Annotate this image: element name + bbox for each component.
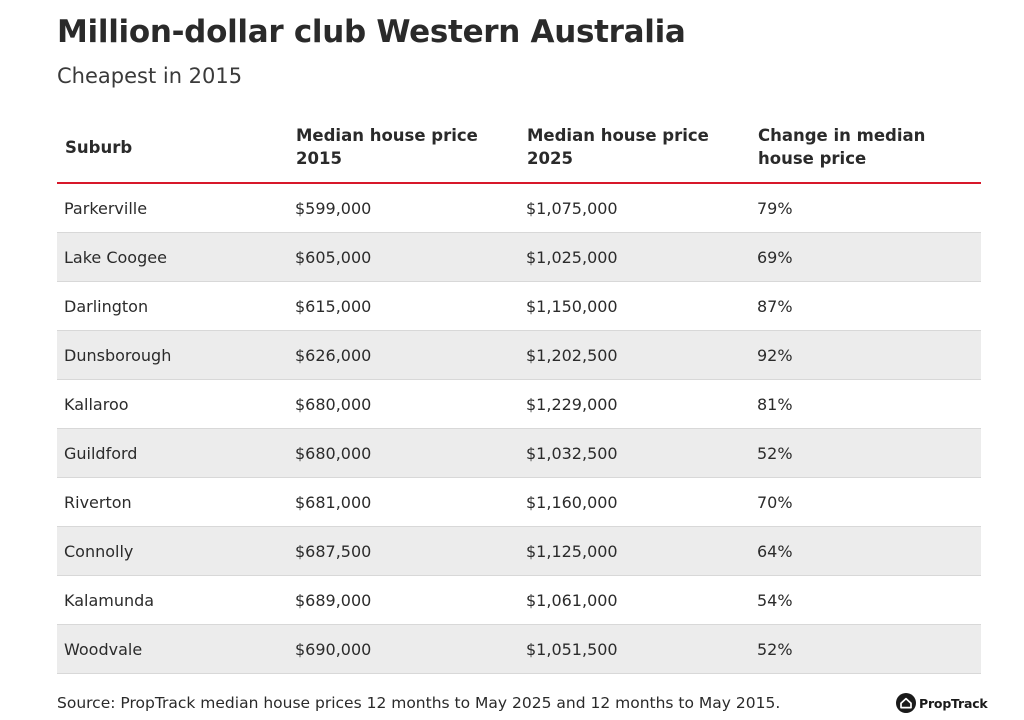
table-row: Guildford $680,000 $1,032,500 52%: [57, 428, 981, 478]
cell-change: 54%: [750, 575, 981, 625]
cell-change: 87%: [750, 281, 981, 331]
cell-price-2015: $689,000: [288, 575, 519, 625]
cell-suburb: Kalamunda: [57, 575, 288, 625]
cell-change: 81%: [750, 379, 981, 429]
table-row: Connolly $687,500 $1,125,000 64%: [57, 526, 981, 576]
column-header-suburb: Suburb: [57, 112, 288, 184]
cell-price-2025: $1,150,000: [519, 281, 750, 331]
cell-price-2025: $1,051,500: [519, 624, 750, 674]
column-header-price-2025: Median house price 2025: [519, 112, 750, 184]
page-title: Million-dollar club Western Australia: [57, 14, 686, 50]
cell-change: 52%: [750, 428, 981, 478]
page-subtitle: Cheapest in 2015: [57, 64, 243, 88]
cell-price-2015: $615,000: [288, 281, 519, 331]
table-row: Woodvale $690,000 $1,051,500 52%: [57, 624, 981, 674]
table-row: Riverton $681,000 $1,160,000 70%: [57, 477, 981, 527]
source-note: Source: PropTrack median house prices 12…: [57, 694, 781, 712]
cell-suburb: Dunsborough: [57, 330, 288, 380]
cell-price-2015: $680,000: [288, 379, 519, 429]
cell-price-2015: $626,000: [288, 330, 519, 380]
cell-change: 69%: [750, 232, 981, 282]
cell-price-2025: $1,061,000: [519, 575, 750, 625]
data-table: Suburb Median house price 2015 Median ho…: [57, 112, 981, 674]
cell-suburb: Connolly: [57, 526, 288, 576]
cell-price-2015: $680,000: [288, 428, 519, 478]
cell-change: 64%: [750, 526, 981, 576]
table-row: Kallaroo $680,000 $1,229,000 81%: [57, 379, 981, 429]
cell-price-2025: $1,075,000: [519, 183, 750, 233]
cell-price-2015: $690,000: [288, 624, 519, 674]
cell-suburb: Riverton: [57, 477, 288, 527]
table-row: Dunsborough $626,000 $1,202,500 92%: [57, 330, 981, 380]
proptrack-logo: PropTrack: [896, 692, 988, 714]
cell-change: 79%: [750, 183, 981, 233]
cell-change: 52%: [750, 624, 981, 674]
cell-suburb: Lake Coogee: [57, 232, 288, 282]
table-row: Lake Coogee $605,000 $1,025,000 69%: [57, 232, 981, 282]
cell-price-2025: $1,125,000: [519, 526, 750, 576]
cell-price-2025: $1,229,000: [519, 379, 750, 429]
column-header-price-2015: Median house price 2015: [288, 112, 519, 184]
cell-price-2015: $687,500: [288, 526, 519, 576]
cell-price-2025: $1,160,000: [519, 477, 750, 527]
cell-suburb: Guildford: [57, 428, 288, 478]
cell-price-2015: $599,000: [288, 183, 519, 233]
table-row: Darlington $615,000 $1,150,000 87%: [57, 281, 981, 331]
cell-price-2025: $1,202,500: [519, 330, 750, 380]
cell-price-2015: $681,000: [288, 477, 519, 527]
cell-suburb: Kallaroo: [57, 379, 288, 429]
column-header-change: Change in median house price: [750, 112, 981, 184]
cell-price-2025: $1,025,000: [519, 232, 750, 282]
cell-suburb: Darlington: [57, 281, 288, 331]
cell-change: 92%: [750, 330, 981, 380]
table-row: Kalamunda $689,000 $1,061,000 54%: [57, 575, 981, 625]
cell-price-2025: $1,032,500: [519, 428, 750, 478]
table-body: Parkerville $599,000 $1,075,000 79% Lake…: [57, 183, 981, 674]
table-row: Parkerville $599,000 $1,075,000 79%: [57, 183, 981, 233]
cell-change: 70%: [750, 477, 981, 527]
cell-suburb: Parkerville: [57, 183, 288, 233]
cell-price-2015: $605,000: [288, 232, 519, 282]
logo-text: PropTrack: [919, 695, 988, 711]
cell-suburb: Woodvale: [57, 624, 288, 674]
table-header-row: Suburb Median house price 2015 Median ho…: [57, 112, 981, 184]
house-logo-icon: [896, 693, 916, 713]
